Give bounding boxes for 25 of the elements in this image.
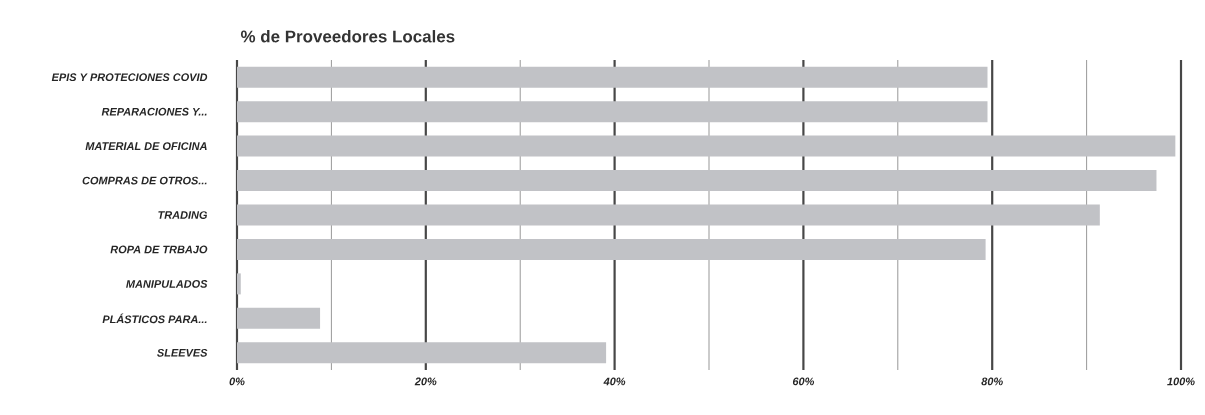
x-tick-label: 0% — [229, 377, 245, 386]
bar — [237, 66, 988, 88]
y-tick-label: MATERIAL DE OFICINA — [85, 142, 207, 150]
x-tick-label: 40% — [603, 377, 626, 386]
x-tick-label: 80% — [981, 377, 1003, 386]
y-tick-label: SLEEVES — [157, 348, 208, 357]
bar — [237, 170, 1157, 192]
bar — [237, 238, 986, 260]
x-tick-label: 20% — [414, 377, 437, 386]
y-tick-label: EPIS Y PROTECIONES COVID — [51, 73, 208, 82]
bar — [237, 101, 988, 123]
y-tick-label: TRADING — [158, 211, 208, 219]
y-tick-label: PLÁSTICOS PARA... — [102, 313, 207, 324]
x-tick-label: 60% — [792, 377, 815, 386]
y-tick-label: COMPRAS DE OTROS... — [82, 176, 207, 185]
bar — [237, 135, 1176, 157]
y-tick-label: ROPA DE TRBAJO — [110, 245, 208, 254]
y-tick-label: REPARACIONES Y... — [101, 107, 207, 116]
bar — [237, 204, 1100, 226]
y-tick-label: MANIPULADOS — [126, 280, 208, 288]
chart-title: % de Proveedores Locales — [240, 30, 455, 43]
x-tick-label: 100% — [1167, 377, 1195, 386]
bar — [237, 273, 241, 295]
bar — [237, 307, 321, 329]
bar — [237, 342, 607, 364]
